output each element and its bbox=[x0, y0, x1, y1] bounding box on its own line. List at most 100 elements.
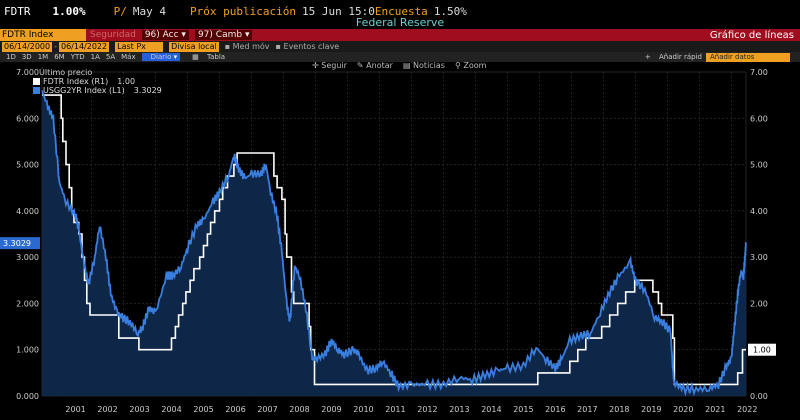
chart-legend: Último precio FDTR Index (R1) 1.00 USGG2… bbox=[33, 68, 162, 95]
x-tick-label: 2021 bbox=[705, 405, 725, 414]
next-release-value: 15 Jun 15:0 bbox=[301, 4, 375, 18]
x-tick-label: 2007 bbox=[257, 405, 277, 414]
news-label: Noticias bbox=[413, 61, 445, 70]
security-header: FDTR 1.00% P/ May 4 Próx publicación 15 … bbox=[0, 0, 800, 22]
controls-bar: 06/14/2000 - 06/14/2022 Last Px Divisa l… bbox=[0, 41, 800, 52]
legend-name-usgg2yr: USGG2YR Index (L1) bbox=[43, 86, 125, 95]
legend-item-fdtr[interactable]: FDTR Index (R1) 1.00 bbox=[33, 77, 162, 86]
last-value-left: 3.3029 bbox=[3, 239, 31, 248]
survey-value: 1.50% bbox=[433, 4, 467, 18]
period-bar: 1D 3D 1M 6M YTD 1A 5A Máx Diario ▾ ▦ Tab… bbox=[0, 52, 800, 62]
period-6m[interactable]: 6M bbox=[54, 53, 65, 61]
x-tick-label: 2016 bbox=[545, 405, 565, 414]
x-tick-label: 2020 bbox=[673, 405, 693, 414]
legend-swatch-fdtr bbox=[33, 78, 40, 85]
x-tick-label: 2011 bbox=[385, 405, 405, 414]
legend-value-usgg2yr: 3.3029 bbox=[133, 86, 162, 95]
period-ytd[interactable]: YTD bbox=[70, 53, 85, 61]
left-tick-label: 5.000 bbox=[16, 161, 39, 170]
date-from-input[interactable]: 06/14/2000 bbox=[2, 41, 53, 52]
right-tick-label: 3.00 bbox=[750, 253, 768, 262]
ticker[interactable]: FDTR bbox=[4, 4, 31, 18]
x-tick-label: 2001 bbox=[65, 405, 85, 414]
follow-button[interactable]: ✛ Seguir bbox=[312, 61, 347, 70]
pencil-icon: ✎ bbox=[356, 61, 364, 70]
x-tick-label: 2009 bbox=[321, 405, 341, 414]
change-menu[interactable]: 97) Camb ▾ bbox=[194, 30, 253, 40]
period-max[interactable]: Máx bbox=[121, 53, 136, 61]
change-num: 97) bbox=[197, 30, 213, 40]
right-tick-label: 4.00 bbox=[750, 207, 768, 216]
actions-menu[interactable]: 96) Acc ▾ bbox=[141, 30, 189, 40]
chart-toolbar: ✛ Seguir ✎ Anotar ▤ Noticias ⚲ Zoom bbox=[312, 61, 486, 70]
period-1a[interactable]: 1A bbox=[90, 53, 100, 61]
command-toolbar: FDTR Index Seguridad 96) Acc ▾ 97) Camb … bbox=[0, 29, 800, 41]
news-icon: ▤ bbox=[402, 61, 411, 70]
change-label: Camb bbox=[215, 30, 243, 40]
x-tick-label: 2013 bbox=[449, 405, 469, 414]
right-tick-label: 5.00 bbox=[750, 161, 768, 170]
x-tick-label: 2008 bbox=[289, 405, 309, 414]
period-1m[interactable]: 1M bbox=[37, 53, 49, 61]
legend-value-fdtr: 1.00 bbox=[117, 77, 136, 86]
x-tick-label: 2019 bbox=[641, 405, 661, 414]
prior-label: P/ bbox=[113, 4, 127, 18]
zoom-button[interactable]: ⚲ Zoom bbox=[455, 61, 486, 70]
left-tick-label: 0.000 bbox=[16, 392, 39, 401]
annotate-label: Anotar bbox=[366, 61, 393, 70]
period-3d[interactable]: 3D bbox=[21, 53, 32, 61]
right-tick-label: 0.00 bbox=[750, 392, 768, 401]
x-tick-label: 2002 bbox=[97, 405, 117, 414]
x-tick-label: 2017 bbox=[577, 405, 597, 414]
x-tick-label: 2005 bbox=[193, 405, 213, 414]
last-price: 1.00% bbox=[52, 4, 86, 18]
zoom-icon: ⚲ bbox=[454, 61, 461, 70]
currency-select[interactable]: Divisa local bbox=[169, 41, 219, 52]
frequency-select[interactable]: Diario ▾ bbox=[141, 53, 181, 61]
x-tick-label: 2010 bbox=[353, 405, 373, 414]
prior-value: May 4 bbox=[132, 4, 166, 18]
left-tick-label: 4.000 bbox=[16, 207, 39, 216]
x-tick-label: 2003 bbox=[129, 405, 149, 414]
date-to-input[interactable]: 06/14/2022 bbox=[59, 41, 110, 52]
date-separator: - bbox=[54, 42, 57, 51]
follow-label: Seguir bbox=[321, 61, 347, 70]
frequency-label: Diario bbox=[150, 53, 172, 61]
last-value-right: 1.00 bbox=[753, 346, 771, 355]
avg-mov-toggle[interactable]: ▪ Med móv bbox=[225, 42, 270, 51]
annotate-button[interactable]: ✎ Anotar bbox=[357, 61, 393, 70]
x-tick-label: 2006 bbox=[225, 405, 245, 414]
last-px-select[interactable]: Last Px bbox=[115, 41, 164, 52]
usgg2yr-area bbox=[42, 90, 746, 396]
table-toggle[interactable]: ▦ Tabla bbox=[186, 53, 225, 61]
add-data-input[interactable]: Añadir datos bbox=[706, 52, 790, 62]
key-events-toggle[interactable]: ▪ Eventos clave bbox=[276, 42, 340, 51]
left-tick-label: 2.000 bbox=[16, 299, 39, 308]
security-hint: Seguridad bbox=[90, 30, 136, 40]
quick-add-button[interactable]: + Añadir rápid bbox=[639, 53, 702, 61]
left-tick-label: 3.000 bbox=[16, 253, 39, 262]
news-button[interactable]: ▤ Noticias bbox=[403, 61, 445, 70]
legend-header: Último precio bbox=[39, 68, 93, 77]
x-tick-label: 2015 bbox=[513, 405, 533, 414]
left-tick-label: 6.000 bbox=[16, 114, 39, 123]
plus-icon: + bbox=[644, 53, 651, 61]
issuer-subtitle: Federal Reserve bbox=[355, 16, 445, 29]
right-tick-label: 2.00 bbox=[750, 299, 768, 308]
table-icon: ▦ bbox=[192, 53, 199, 61]
x-tick-label: 2012 bbox=[417, 405, 437, 414]
price-chart[interactable]: 2001 2002 2003 2004 2005 2006 2007 2008 2009 2010… bbox=[0, 60, 800, 420]
next-release-label: Próx publicación bbox=[190, 4, 296, 18]
security-field[interactable]: FDTR Index bbox=[0, 29, 86, 41]
right-tick-label: 7.00 bbox=[750, 68, 768, 77]
legend-item-usgg2yr[interactable]: USGG2YR Index (L1) 3.3029 bbox=[33, 86, 162, 95]
chart-type-label[interactable]: Gráfico de líneas bbox=[709, 29, 794, 41]
actions-num: 96) bbox=[144, 30, 160, 40]
fdtr-series-line bbox=[42, 94, 746, 386]
last-value-tag-left bbox=[0, 237, 40, 250]
crosshair-icon: ✛ bbox=[312, 61, 319, 70]
zoom-label: Zoom bbox=[463, 61, 487, 70]
left-tick-label: 7.000 bbox=[16, 68, 39, 77]
period-1d[interactable]: 1D bbox=[6, 53, 16, 61]
period-5a[interactable]: 5A bbox=[105, 53, 116, 61]
